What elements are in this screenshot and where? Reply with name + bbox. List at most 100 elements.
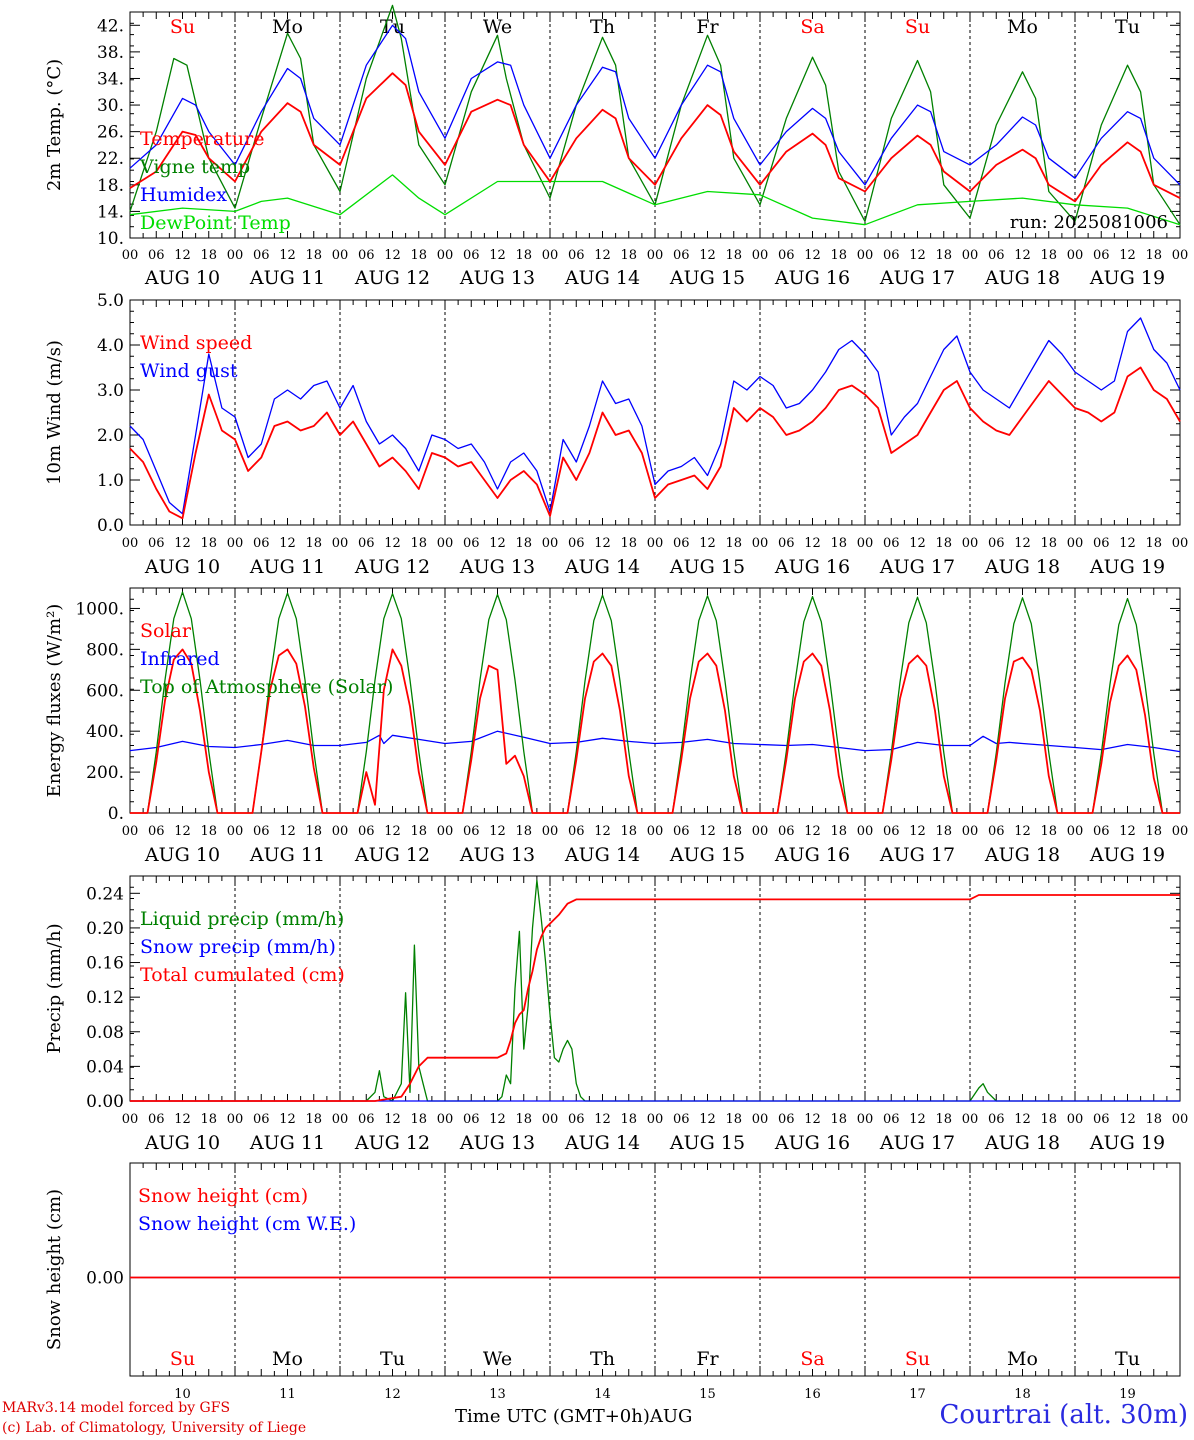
day-name-label: Tu — [380, 1348, 405, 1370]
hour-label: 12 — [174, 1112, 191, 1127]
date-label: AUG 10 — [144, 1132, 220, 1154]
hour-label: 12 — [594, 536, 611, 551]
date-label: AUG 16 — [774, 844, 850, 866]
y-tick-label: 400. — [86, 722, 124, 742]
hour-label: 12 — [594, 824, 611, 839]
day-name-label: Su — [905, 1348, 930, 1370]
hour-label: 18 — [1040, 248, 1057, 263]
date-label: AUG 14 — [564, 267, 640, 289]
hour-label: 12 — [909, 536, 926, 551]
hour-label: 18 — [410, 824, 427, 839]
hour-label: 00 — [752, 824, 769, 839]
day-number-label: 14 — [594, 1387, 611, 1402]
day-name-label: Su — [170, 16, 195, 38]
hour-label: 18 — [515, 1112, 532, 1127]
hour-label: 18 — [935, 1112, 952, 1127]
date-label: AUG 13 — [459, 556, 535, 578]
hour-label: 00 — [227, 824, 244, 839]
run-annotation: run: 2025081006 — [1010, 212, 1168, 233]
y-tick-label: 22. — [97, 149, 124, 169]
hour-label: 12 — [1014, 824, 1031, 839]
hour-label: 12 — [804, 248, 821, 263]
hour-label: 06 — [1093, 824, 1110, 839]
hour-label: 00 — [437, 824, 454, 839]
legend-entry: Wind speed — [140, 332, 252, 354]
panel-wind: 0.0 1.0 2.0 3.0 4.0 5.0 10m Wind (m/s) 00 06 12 18… — [44, 291, 1188, 578]
date-label: AUG 17 — [879, 556, 955, 578]
date-label: AUG 11 — [249, 1132, 325, 1154]
series-line-infrared — [129, 730, 1181, 753]
hour-label: 06 — [358, 824, 375, 839]
hour-label: 18 — [620, 1112, 637, 1127]
date-label: AUG 19 — [1089, 1132, 1165, 1154]
hour-label: 06 — [988, 824, 1005, 839]
date-label: AUG 10 — [144, 844, 220, 866]
hour-label: 12 — [384, 1112, 401, 1127]
hour-label: 06 — [673, 248, 690, 263]
hour-label: 18 — [305, 1112, 322, 1127]
hour-label: 06 — [148, 824, 165, 839]
date-label: AUG 14 — [564, 844, 640, 866]
y-tick-label: 30. — [97, 96, 124, 116]
hour-label: 06 — [463, 1112, 480, 1127]
hour-label: 18 — [830, 248, 847, 263]
series-line-humidex — [129, 24, 1181, 186]
hour-label: 00 — [857, 248, 874, 263]
date-label: AUG 12 — [354, 1132, 430, 1154]
hour-label: 06 — [883, 248, 900, 263]
hour-label: 00 — [647, 824, 664, 839]
hour-label: 06 — [463, 824, 480, 839]
legend-entry: Humidex — [140, 184, 227, 206]
hour-label: 18 — [200, 536, 217, 551]
hour-label: 00 — [542, 248, 559, 263]
hour-label: 00 — [962, 1112, 979, 1127]
day-name-label: Mo — [272, 16, 303, 38]
hour-label: 00 — [1172, 248, 1189, 263]
hour-label: 12 — [1119, 536, 1136, 551]
date-label: AUG 17 — [879, 844, 955, 866]
hour-label: 18 — [725, 248, 742, 263]
hour-label: 06 — [988, 536, 1005, 551]
date-label: AUG 15 — [669, 556, 745, 578]
hour-label: 12 — [909, 1112, 926, 1127]
hour-label: 18 — [830, 824, 847, 839]
hour-label: 12 — [1119, 824, 1136, 839]
hour-label: 00 — [227, 248, 244, 263]
hour-label: 12 — [384, 536, 401, 551]
hour-label: 06 — [778, 824, 795, 839]
date-label: AUG 11 — [249, 844, 325, 866]
time-axis-title: Time UTC (GMT+0h) — [455, 1406, 650, 1427]
hour-label: 18 — [1040, 536, 1057, 551]
date-label: AUG 16 — [774, 1132, 850, 1154]
hour-label: 06 — [463, 248, 480, 263]
series-line-dewpoint-temp — [129, 174, 1181, 226]
legend-entry: Temperature — [140, 128, 264, 150]
hour-label: 00 — [332, 824, 349, 839]
hour-label: 12 — [174, 824, 191, 839]
hour-label: 00 — [857, 1112, 874, 1127]
y-tick-label: 0.00 — [86, 1092, 124, 1112]
hour-label: 00 — [647, 1112, 664, 1127]
y-axis-label: Precip (mm/h) — [44, 923, 65, 1053]
hour-label: 18 — [1145, 1112, 1162, 1127]
y-tick-label: 0.08 — [86, 1023, 124, 1043]
hour-label: 06 — [568, 824, 585, 839]
day-number-label: 10 — [174, 1387, 191, 1402]
y-tick-label: 2.0 — [97, 426, 124, 446]
hour-label: 12 — [699, 248, 716, 263]
hour-label: 06 — [1093, 536, 1110, 551]
y-tick-label: 18. — [97, 176, 124, 196]
hour-label: 18 — [620, 536, 637, 551]
y-tick-label: 5.0 — [97, 291, 124, 311]
time-axis-label: Time UTC (GMT+0h)AUG — [455, 1406, 692, 1427]
lab-credit: (c) Lab. of Climatology, University of L… — [2, 1420, 307, 1436]
hour-label: 12 — [594, 248, 611, 263]
date-label: AUG 16 — [774, 556, 850, 578]
date-label: AUG 15 — [669, 1132, 745, 1154]
hour-label: 18 — [1040, 824, 1057, 839]
hour-label: 18 — [200, 824, 217, 839]
day-name-label: Sa — [800, 1348, 824, 1370]
station-name: Courtrai (alt. 30m) — [939, 1400, 1189, 1430]
hour-label: 00 — [437, 536, 454, 551]
